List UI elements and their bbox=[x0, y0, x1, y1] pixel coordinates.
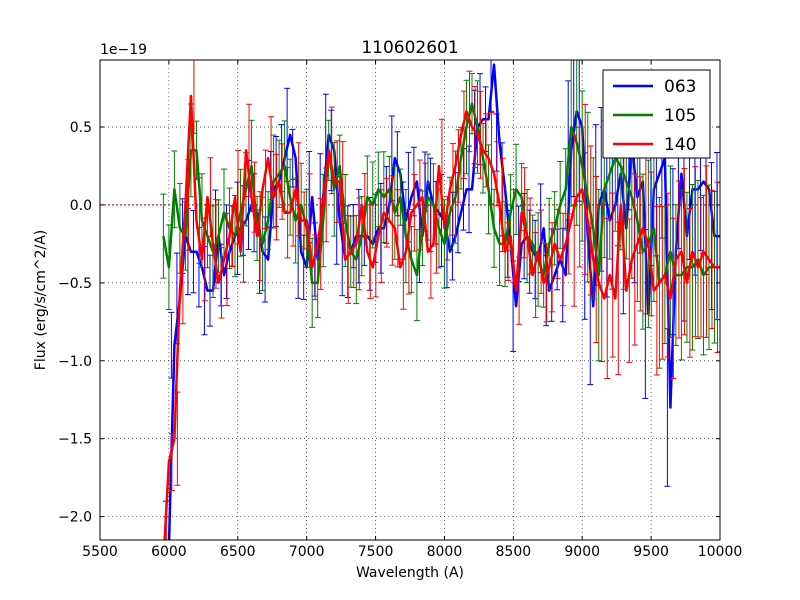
legend-label-140: 140 bbox=[664, 135, 696, 155]
x-tick-label: 9000 bbox=[564, 544, 600, 560]
plot-frame bbox=[99, 59, 721, 541]
x-tick-label: 8000 bbox=[427, 544, 463, 560]
series-140 bbox=[163, 60, 720, 540]
x-axis-label: Wavelength (A) bbox=[356, 565, 464, 581]
legend: 063 105 140 bbox=[602, 69, 711, 159]
x-tick-label: 6500 bbox=[220, 544, 256, 560]
x-tick-label: 9500 bbox=[633, 544, 669, 560]
y-tick-label: 0.5 bbox=[70, 120, 92, 136]
x-tick-label: 7500 bbox=[358, 544, 394, 560]
legend-label-105: 105 bbox=[664, 106, 696, 126]
series-105 bbox=[160, 60, 720, 369]
x-tick-label: 8500 bbox=[496, 544, 532, 560]
y-tick-label: −1.5 bbox=[58, 432, 92, 448]
legend-label-063: 063 bbox=[664, 77, 696, 97]
y-axis: −2.0 −1.5 −1.0 −0.5 0.0 0.5 bbox=[58, 120, 720, 526]
series-line-105 bbox=[162, 102, 720, 285]
x-tick-label: 5500 bbox=[82, 544, 118, 560]
x-tick-label: 10000 bbox=[698, 544, 743, 560]
y-tick-label: 0.0 bbox=[70, 198, 92, 214]
y-tick-label: −2.0 bbox=[58, 510, 92, 526]
x-axis: 5500 6000 6500 7000 7500 8000 8500 9000 9500 1000… bbox=[82, 60, 742, 560]
y-tick-label: −0.5 bbox=[58, 276, 92, 292]
x-tick-label: 6000 bbox=[151, 544, 187, 560]
chart-title: 110602601 bbox=[361, 38, 458, 58]
series-group bbox=[160, 60, 720, 540]
series-line-140 bbox=[163, 94, 720, 540]
x-tick-label: 7000 bbox=[289, 544, 325, 560]
y-axis-label: Flux (erg/s/cm^2/A) bbox=[33, 230, 49, 370]
y-tick-label: −1.0 bbox=[58, 354, 92, 370]
y-scale-multiplier: 1e−19 bbox=[100, 42, 147, 58]
